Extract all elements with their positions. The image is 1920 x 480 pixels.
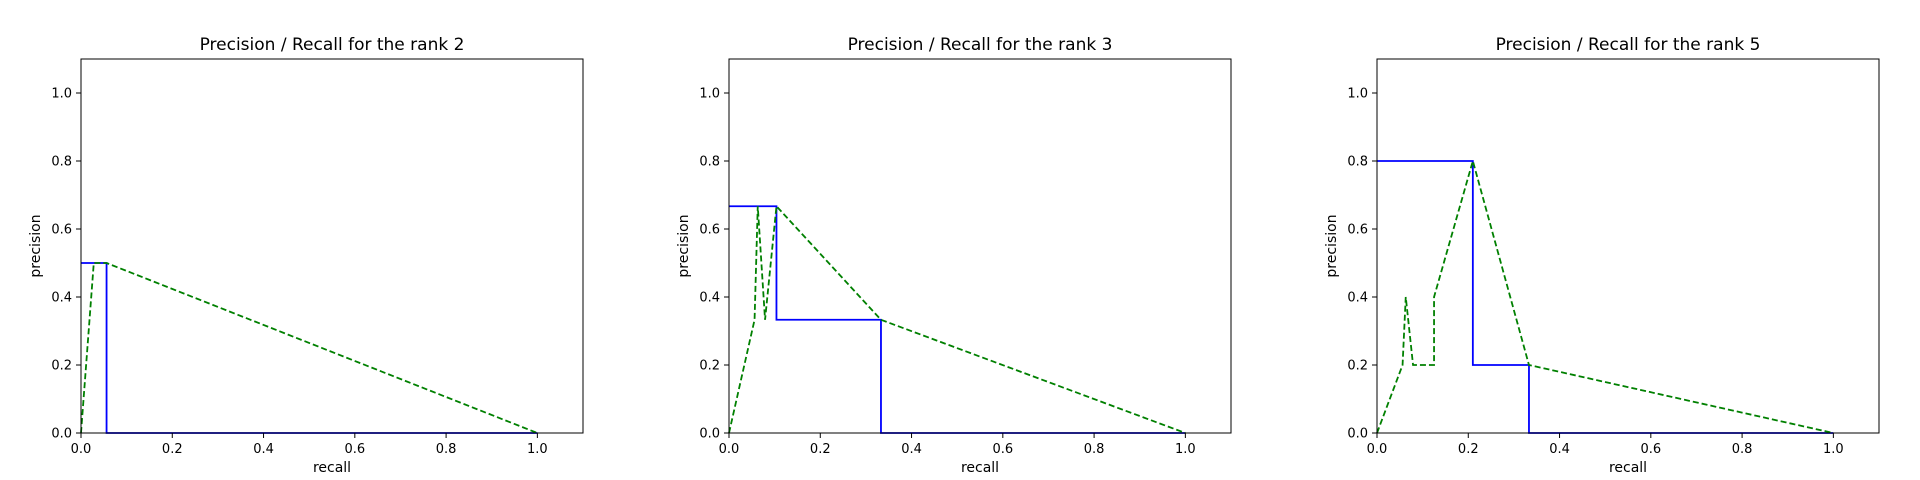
y-tick-label: 0.6 [1347, 223, 1368, 238]
x-tick-label: 0.8 [1084, 442, 1105, 457]
x-tick-label: 1.0 [1823, 442, 1844, 457]
series-line-1 [729, 205, 1186, 434]
y-tick-label: 0.8 [51, 155, 72, 170]
y-tick-label: 0.6 [51, 223, 72, 238]
x-tick-label: 0.0 [71, 442, 92, 457]
y-tick-label: 0.0 [1347, 427, 1368, 442]
y-tick-label: 0.0 [699, 427, 720, 442]
chart-panel-1: 0.0 0.2 0.4 0.6 0.8 1.0 0.0 0.2 0.4 0.6 0.8 1.0 Prec… [28, 35, 584, 476]
y-tick-label: 0.2 [51, 359, 72, 374]
x-tick-label: 0.8 [436, 442, 457, 457]
chart-panel-3: 0.0 0.2 0.4 0.6 0.8 1.0 0.0 0.2 0.4 0.6 0.8 1.0 Prec… [1324, 35, 1880, 476]
chart-title: Precision / Recall for the rank 3 [848, 35, 1113, 55]
plot-frame [80, 58, 584, 434]
x-tick-label: 0.2 [810, 442, 831, 457]
chart-panel-2: 0.0 0.2 0.4 0.6 0.8 1.0 0.0 0.2 0.4 0.6 0.8 1.0 Prec… [676, 35, 1232, 476]
x-tick-label: 0.6 [992, 442, 1013, 457]
y-tick-label: 0.4 [699, 291, 720, 306]
x-axis-label: recall [313, 460, 351, 476]
y-tick-label: 1.0 [699, 87, 720, 102]
series-line-1 [81, 262, 538, 434]
y-tick-label: 0.8 [1347, 155, 1368, 170]
y-tick-label: 0.0 [51, 427, 72, 442]
y-axis-label: precision [28, 214, 44, 277]
y-tick-label: 0.4 [51, 291, 72, 306]
x-tick-label: 0.0 [719, 442, 740, 457]
x-tick-label: 1.0 [1175, 442, 1196, 457]
x-tick-label: 0.8 [1732, 442, 1753, 457]
series-line-2 [728, 204, 1186, 434]
x-tick-label: 0.4 [1549, 442, 1570, 457]
x-axis-label: recall [961, 460, 999, 476]
plot-frame [1376, 58, 1880, 434]
x-tick-label: 0.6 [344, 442, 365, 457]
y-tick-label: 1.0 [1347, 87, 1368, 102]
chart-title: Precision / Recall for the rank 2 [200, 35, 465, 55]
x-tick-label: 0.6 [1640, 442, 1661, 457]
x-axis-label: recall [1609, 460, 1647, 476]
y-tick-label: 0.2 [699, 359, 720, 374]
chart-title: Precision / Recall for the rank 5 [1496, 35, 1761, 55]
y-axis-label: precision [676, 214, 692, 277]
x-tick-label: 0.0 [1367, 442, 1388, 457]
y-tick-label: 1.0 [51, 87, 72, 102]
x-tick-label: 0.2 [1458, 442, 1479, 457]
y-tick-label: 0.2 [1347, 359, 1368, 374]
series-line-2 [80, 262, 538, 434]
plot-frame [728, 58, 1232, 434]
series-line-2 [1376, 157, 1834, 434]
y-tick-label: 0.8 [699, 155, 720, 170]
y-tick-label: 0.4 [1347, 291, 1368, 306]
y-tick-label: 0.6 [699, 223, 720, 238]
series-line-1 [1377, 160, 1834, 434]
x-tick-label: 0.4 [901, 442, 922, 457]
x-tick-label: 0.4 [253, 442, 274, 457]
x-tick-label: 0.2 [162, 442, 183, 457]
x-tick-label: 1.0 [527, 442, 548, 457]
y-axis-label: precision [1324, 214, 1340, 277]
